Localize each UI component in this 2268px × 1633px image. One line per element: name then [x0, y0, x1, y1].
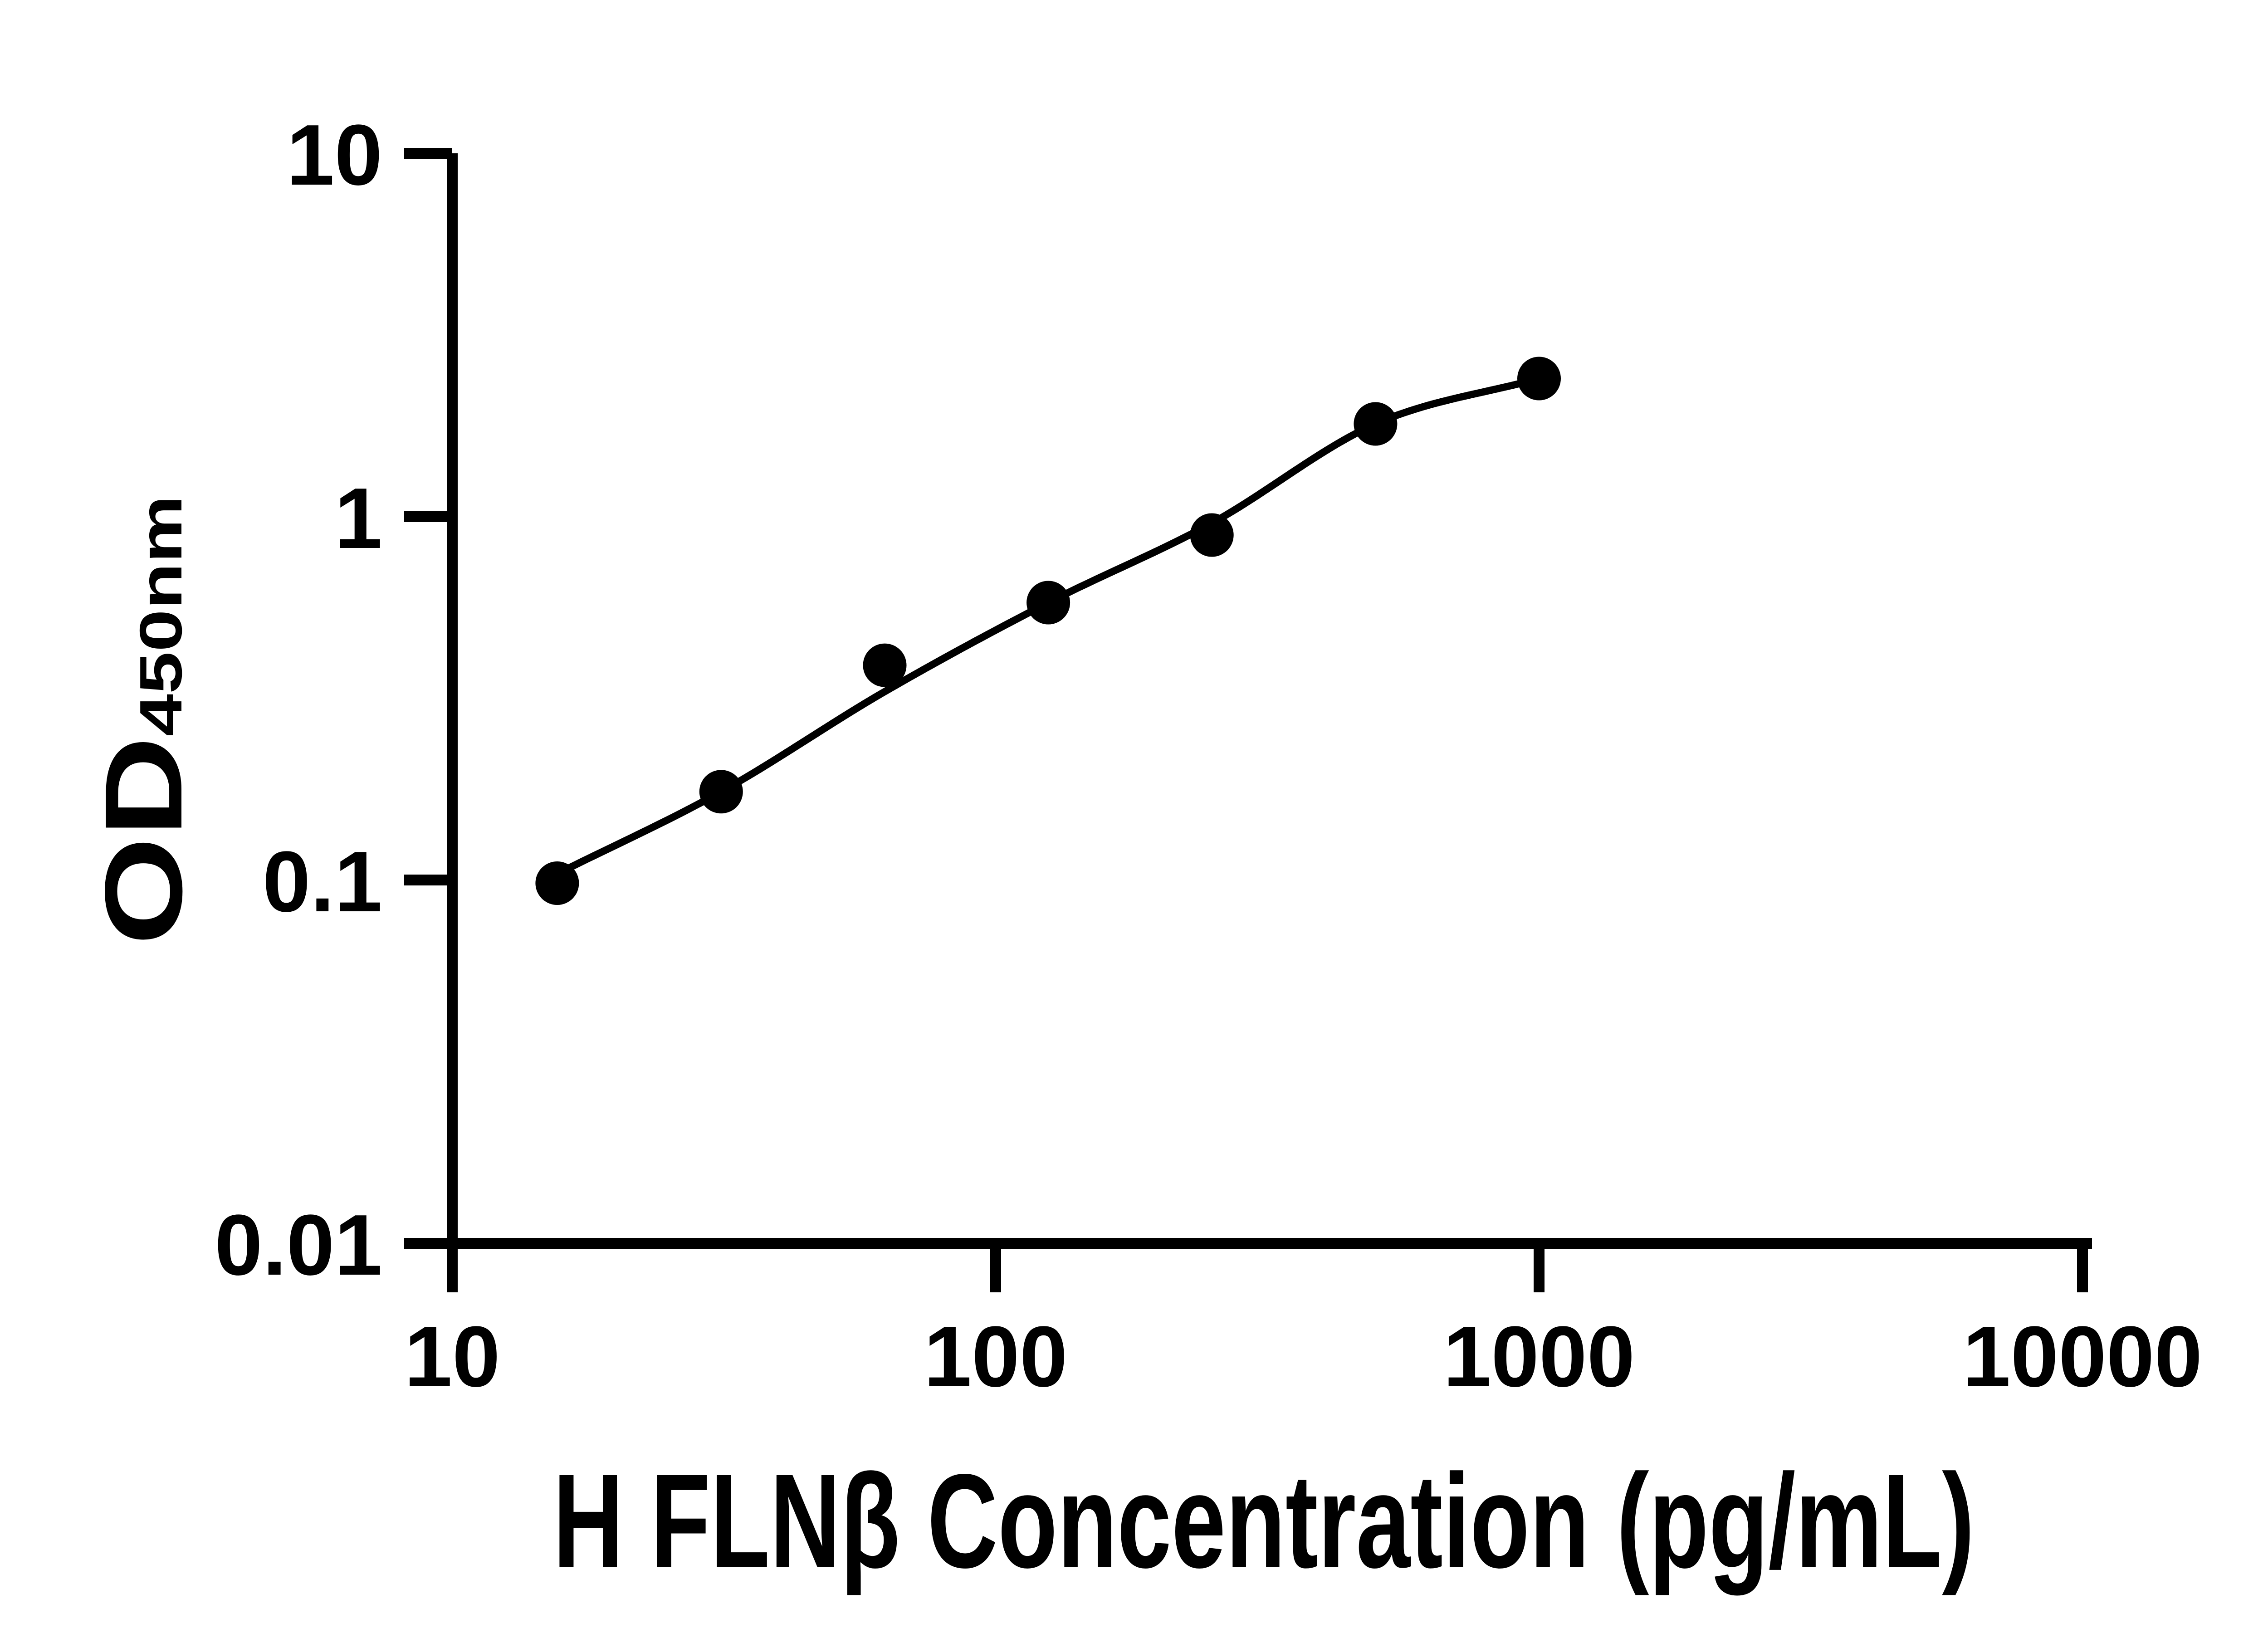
axes [404, 153, 2092, 1249]
y-tick-label: 0.1 [263, 834, 382, 930]
data-point [1190, 513, 1234, 557]
x-tick-label: 100 [924, 1309, 1067, 1405]
x-axis-title: H FLNβ Concentration (pg/mL) [553, 1446, 1975, 1597]
y-axis-title-main: OD [82, 736, 205, 945]
x-tick-label: 10 [404, 1309, 500, 1405]
data-point [863, 643, 907, 687]
y-axis-title: OD450nm [82, 495, 205, 945]
data-points [535, 357, 1561, 905]
data-point [1354, 402, 1398, 446]
data-point [1517, 357, 1561, 401]
data-point [1026, 581, 1070, 625]
data-point [699, 770, 743, 814]
y-axis-title-sub: 450nm [127, 495, 194, 736]
x-tick-label: 1000 [1443, 1309, 1635, 1405]
x-tick-label: 10000 [1963, 1309, 2202, 1405]
x-axis-ticks: 10 100 1000 10000 [404, 1243, 2202, 1405]
y-tick-label: 10 [287, 107, 382, 203]
data-point [535, 861, 579, 905]
y-tick-label: 0.01 [215, 1197, 382, 1293]
y-axis-ticks: 10 1 0.1 0.01 [215, 107, 452, 1293]
y-tick-label: 1 [334, 470, 382, 567]
